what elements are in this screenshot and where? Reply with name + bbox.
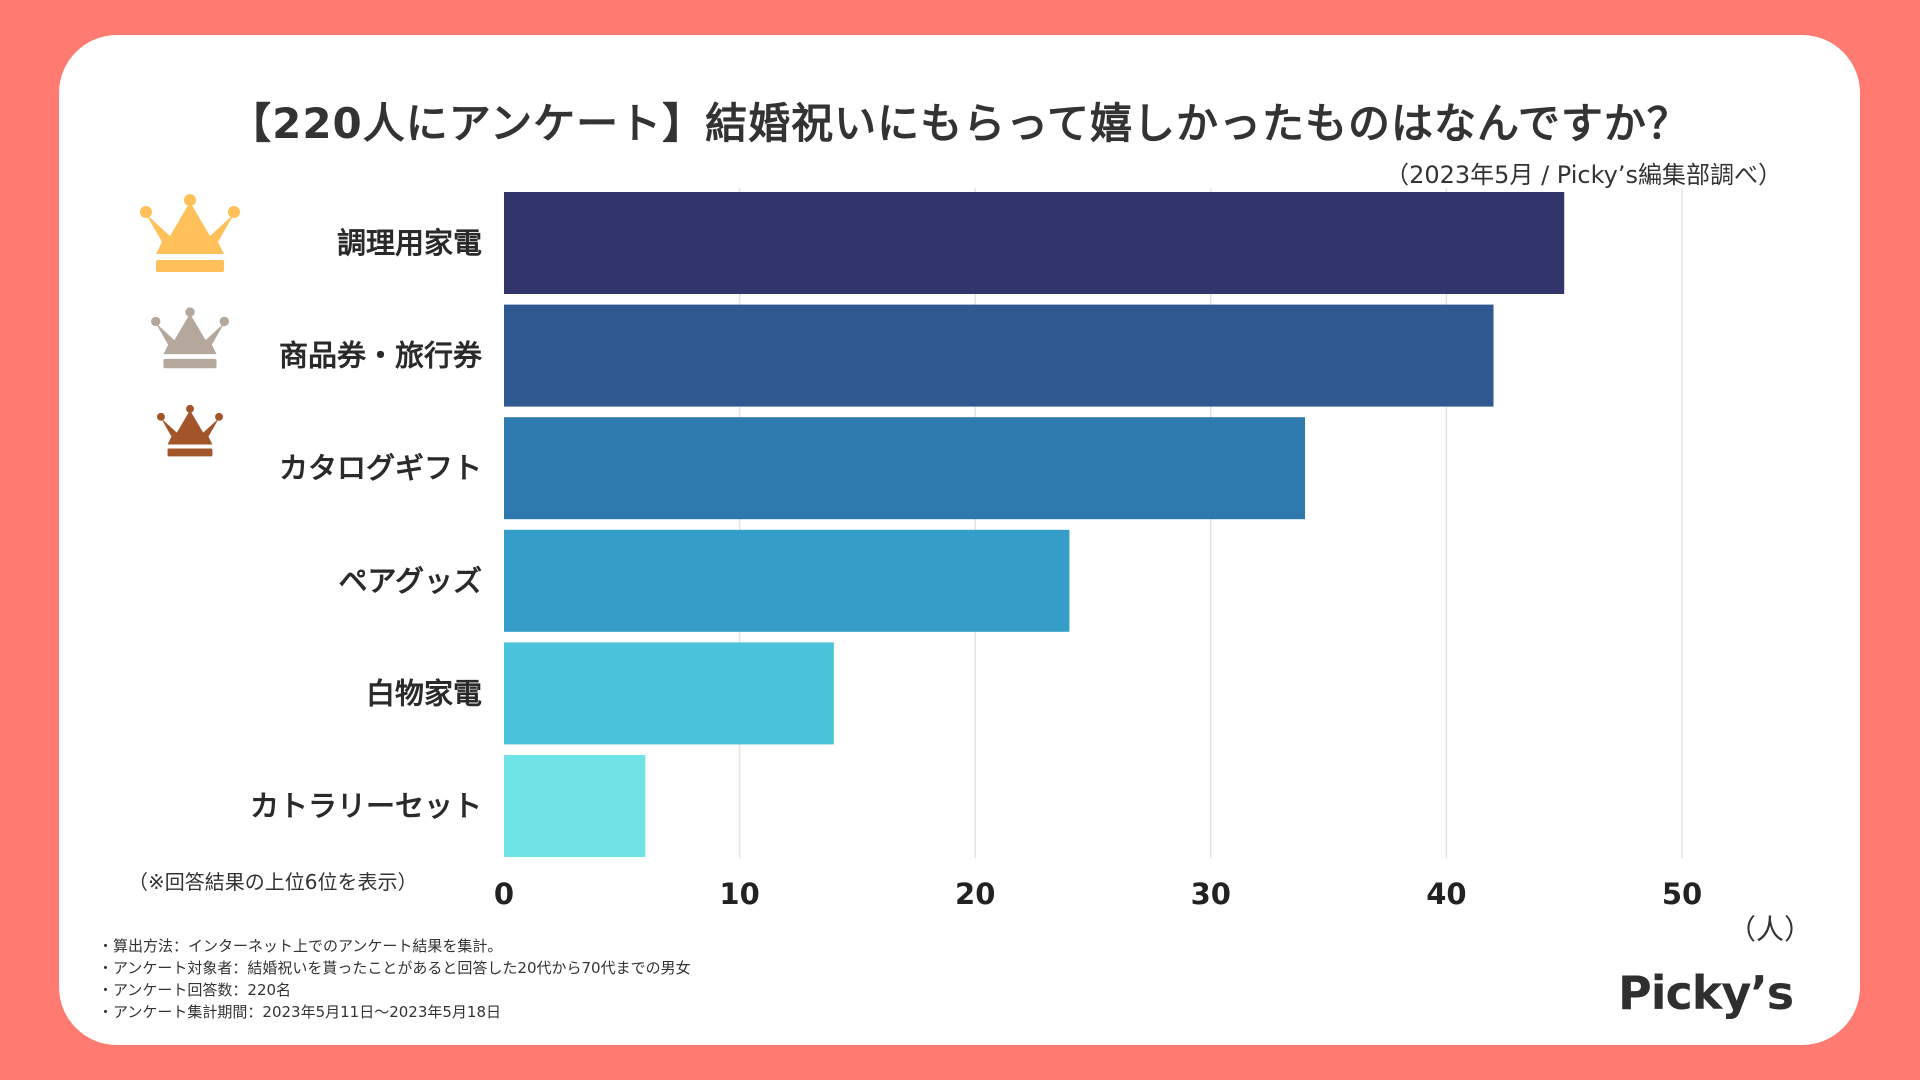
footnote-count: ・アンケート回答数：220名 <box>98 981 292 999</box>
category-label: カタログギフト <box>279 451 482 485</box>
x-tick-label: 20 <box>955 877 995 911</box>
footnotes: ・算出方法：インターネット上でのアンケート結果を集計。 ・アンケート対象者：結婚… <box>98 935 691 1023</box>
bar <box>504 529 1070 632</box>
x-tick-label: 50 <box>1662 877 1702 911</box>
x-tick-label: 10 <box>719 877 759 911</box>
x-tick-label: 40 <box>1426 877 1466 911</box>
bar <box>504 304 1494 407</box>
bar <box>504 417 1306 520</box>
x-tick-label: 0 <box>494 877 514 911</box>
footnote-target: ・アンケート対象者：結婚祝いを貰ったことがあると回答した20代から70代までの男… <box>98 959 691 977</box>
category-label: カトラリーセット <box>250 789 482 823</box>
footnote-method: ・算出方法：インターネット上でのアンケート結果を集計。 <box>98 937 503 955</box>
bar <box>504 192 1565 294</box>
silver-crown-icon <box>151 307 229 369</box>
brand-logo: Picky’s <box>1618 966 1794 1020</box>
chart-title: 【220人にアンケート】結婚祝いにもらって嬉しかったものはなんですか？ <box>229 99 1690 148</box>
bronze-crown-icon <box>157 404 223 457</box>
footnote-period: ・アンケート集計期間：2023年5月11日〜2023年5月18日 <box>98 1003 502 1021</box>
chart-subtitle: （2023年5月 / Picky’s編集部調べ） <box>1385 161 1782 189</box>
category-label: 調理用家電 <box>337 226 482 260</box>
bar <box>504 755 646 857</box>
category-label: 白物家電 <box>366 676 482 710</box>
display-note: （※回答結果の上位6位を表示） <box>128 870 418 894</box>
gold-crown-icon <box>140 194 240 272</box>
category-label: 商品券・旅行券 <box>279 339 483 373</box>
category-label: ペアグッズ <box>338 564 482 598</box>
x-axis-unit-label: （人） <box>1728 913 1813 946</box>
x-tick-label: 30 <box>1191 877 1231 911</box>
bar <box>504 642 834 745</box>
